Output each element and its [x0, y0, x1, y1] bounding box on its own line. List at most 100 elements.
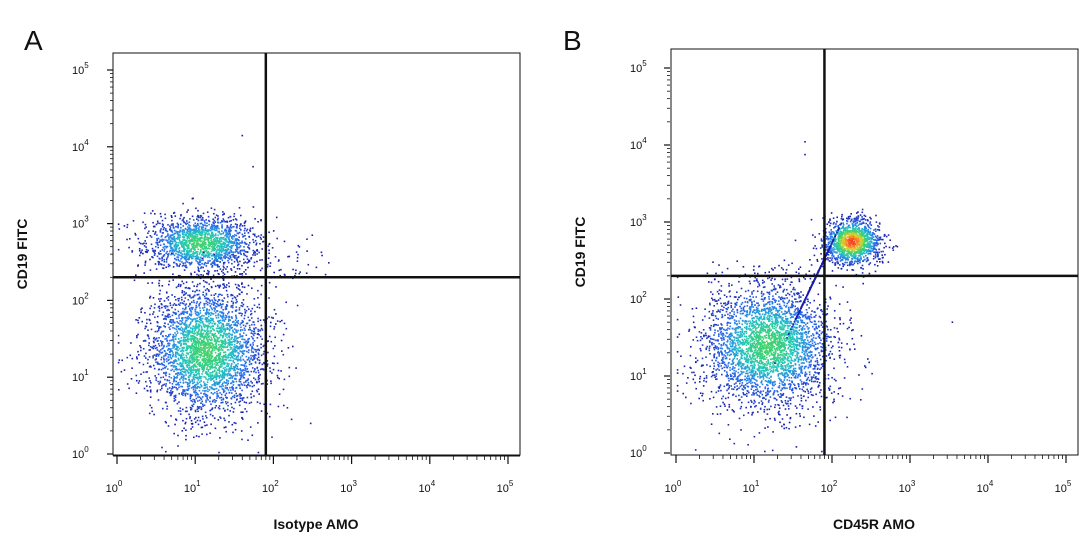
scatter-point — [216, 237, 219, 239]
scatter-point — [257, 451, 260, 454]
scatter-point — [219, 321, 222, 324]
scatter-point — [197, 219, 200, 222]
scatter-point — [166, 245, 169, 248]
scatter-point — [172, 304, 175, 306]
scatter-point — [209, 360, 211, 363]
scatter-point — [230, 236, 233, 238]
scatter-point — [254, 251, 256, 254]
scatter-point — [203, 404, 206, 407]
scatter-point — [253, 395, 255, 397]
scatter-point — [188, 224, 190, 226]
scatter-point — [149, 313, 151, 316]
scatter-point — [187, 294, 189, 297]
scatter-point — [234, 238, 237, 241]
scatter-point — [224, 385, 227, 387]
scatter-point — [198, 347, 201, 350]
scatter-point — [205, 336, 208, 338]
scatter-point — [260, 343, 262, 346]
scatter-point — [227, 328, 230, 330]
scatter-point — [187, 347, 190, 349]
scatter-point — [223, 236, 225, 239]
scatter-point — [188, 382, 190, 385]
scatter-point — [251, 359, 254, 361]
scatter-point — [257, 353, 260, 356]
scatter-point — [200, 342, 202, 345]
scatter-point — [269, 325, 272, 328]
scatter-point — [195, 387, 197, 389]
scatter-point — [189, 225, 191, 227]
scatter-point — [185, 292, 187, 294]
scatter-point — [200, 319, 202, 322]
scatter-point — [162, 311, 165, 314]
scatter-point — [212, 370, 214, 373]
scatter-point — [252, 227, 254, 229]
scatter-point — [159, 300, 161, 302]
scatter-point — [220, 328, 222, 331]
scatter-point — [193, 354, 195, 356]
scatter-point — [201, 329, 203, 331]
scatter-point — [161, 249, 164, 251]
scatter-point — [174, 423, 176, 426]
scatter-point — [190, 313, 193, 315]
scatter-point — [239, 356, 242, 359]
scatter-point — [197, 248, 199, 251]
scatter-point — [214, 357, 216, 359]
scatter-point — [228, 421, 230, 423]
scatter-point — [209, 386, 211, 388]
scatter-point — [226, 244, 229, 246]
scatter-point — [199, 334, 201, 336]
scatter-point — [215, 405, 217, 407]
scatter-point — [183, 366, 185, 369]
scatter-point — [165, 305, 167, 307]
scatter-point — [191, 215, 194, 218]
scatter-point — [212, 304, 215, 306]
scatter-point — [181, 256, 183, 259]
scatter-point — [260, 346, 262, 349]
scatter-point — [295, 269, 297, 272]
scatter-point — [185, 303, 188, 305]
scatter-point — [195, 346, 198, 349]
scatter-point — [154, 213, 156, 215]
scatter-point — [257, 320, 259, 323]
scatter-point — [261, 329, 264, 331]
scatter-point — [190, 314, 192, 317]
scatter-point — [200, 240, 203, 242]
scatter-point — [270, 380, 272, 382]
scatter-point — [195, 355, 198, 358]
scatter-point — [192, 306, 194, 309]
scatter-point — [202, 294, 204, 296]
scatter-point — [235, 258, 238, 261]
scatter-point — [179, 285, 182, 288]
scatter-point — [230, 251, 233, 253]
scatter-point — [199, 222, 202, 225]
scatter-point — [201, 233, 203, 236]
scatter-point — [205, 300, 208, 302]
scatter-point — [189, 321, 192, 324]
scatter-point — [220, 257, 223, 260]
scatter-point — [254, 310, 256, 313]
x-tick-label: 101 — [184, 479, 201, 495]
scatter-point — [222, 309, 224, 311]
scatter-point — [175, 328, 177, 331]
scatter-point — [236, 232, 239, 234]
scatter-point — [230, 389, 232, 392]
scatter-point — [158, 326, 161, 329]
scatter-point — [194, 332, 197, 335]
scatter-point — [241, 350, 244, 353]
scatter-point — [177, 258, 179, 261]
scatter-point — [195, 231, 198, 233]
scatter-point — [269, 403, 272, 406]
scatter-point — [234, 271, 237, 273]
scatter-point — [198, 340, 200, 343]
scatter-point — [172, 279, 174, 281]
scatter-point — [262, 382, 264, 385]
scatter-point — [182, 382, 185, 384]
scatter-point — [191, 256, 193, 259]
scatter-point — [181, 299, 183, 301]
scatter-point — [198, 375, 201, 377]
scatter-point — [178, 251, 180, 253]
scatter-point — [257, 356, 260, 359]
scatter-point — [206, 301, 209, 304]
scatter-point — [177, 410, 180, 412]
scatter-point — [192, 340, 195, 342]
